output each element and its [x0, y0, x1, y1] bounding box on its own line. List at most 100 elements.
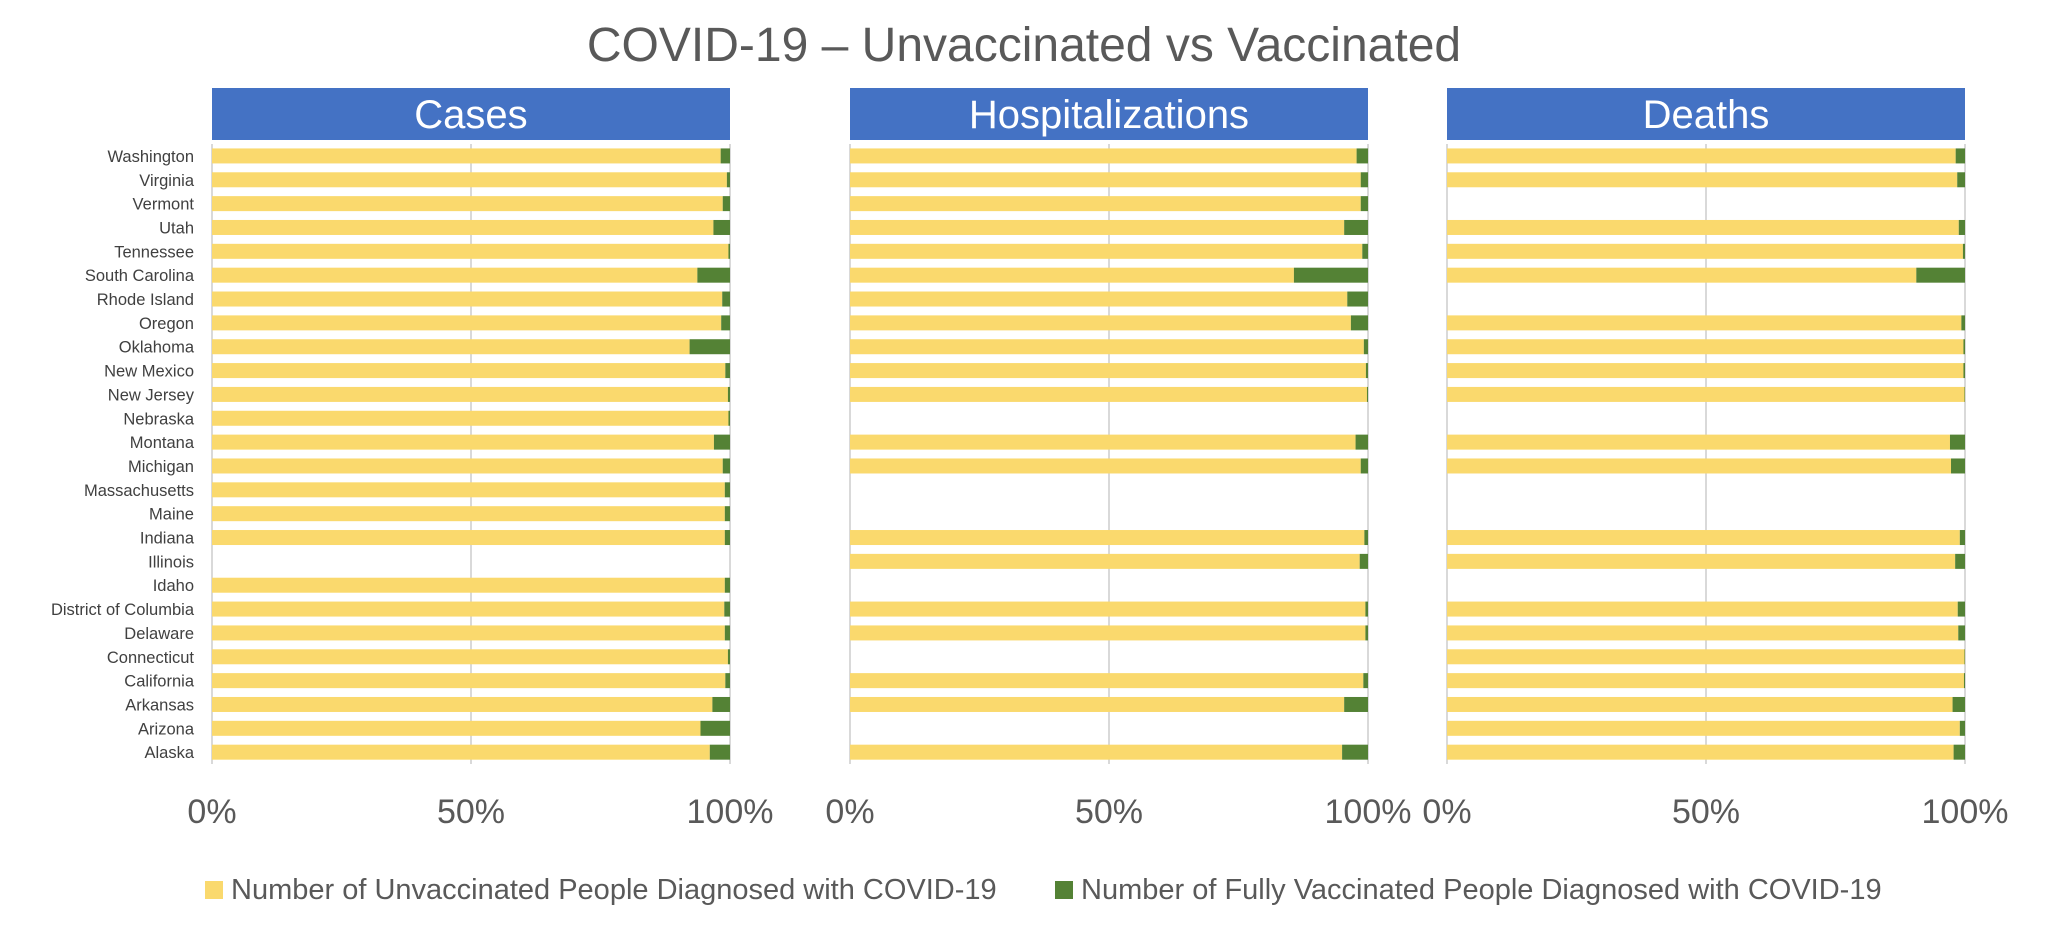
bar-unvaccinated-cases-south-carolina: [212, 267, 698, 283]
category-label-idaho: Idaho: [153, 577, 194, 595]
x-tick-label-hospitalizations-100: 100%: [1325, 793, 1412, 831]
bar-unvaccinated-cases-district-of-columbia: [212, 601, 725, 617]
category-label-michigan: Michigan: [128, 458, 194, 476]
bar-vaccinated-cases-tennessee: [728, 243, 730, 259]
bar-unvaccinated-hospitalizations-rhode-island: [850, 291, 1348, 307]
bar-unvaccinated-cases-alaska: [212, 744, 710, 760]
bar-unvaccinated-deaths-illinois: [1447, 553, 1956, 569]
category-label-new-jersey: New Jersey: [108, 386, 195, 404]
bar-unvaccinated-hospitalizations-tennessee: [850, 243, 1363, 259]
bar-vaccinated-hospitalizations-utah: [1344, 219, 1368, 235]
bar-unvaccinated-cases-oklahoma: [212, 339, 690, 355]
bar-vaccinated-cases-montana: [713, 434, 730, 450]
bar-vaccinated-hospitalizations-tennessee: [1362, 243, 1368, 259]
bar-unvaccinated-deaths-district-of-columbia: [1447, 601, 1958, 617]
bar-vaccinated-deaths-oregon: [1961, 315, 1965, 331]
bar-unvaccinated-hospitalizations-oregon: [850, 315, 1351, 331]
bar-vaccinated-cases-maine: [724, 506, 730, 522]
bar-vaccinated-cases-delaware: [724, 625, 730, 641]
legend-swatch-vaccinated: [1055, 881, 1073, 899]
bar-unvaccinated-hospitalizations-utah: [850, 219, 1345, 235]
category-label-district-of-columbia: District of Columbia: [51, 601, 195, 619]
panel-header-cases: [212, 88, 730, 140]
bar-unvaccinated-hospitalizations-new-mexico: [850, 363, 1366, 379]
bar-unvaccinated-cases-vermont: [212, 196, 723, 212]
bar-unvaccinated-hospitalizations-virginia: [850, 172, 1361, 188]
bar-vaccinated-deaths-california: [1963, 673, 1965, 689]
bar-unvaccinated-hospitalizations-oklahoma: [850, 339, 1364, 355]
bar-vaccinated-deaths-montana: [1949, 434, 1965, 450]
bar-vaccinated-deaths-tennessee: [1962, 243, 1965, 259]
bar-unvaccinated-cases-new-jersey: [212, 386, 728, 402]
bar-unvaccinated-deaths-oklahoma: [1447, 339, 1964, 355]
bar-vaccinated-deaths-virginia: [1957, 172, 1965, 188]
legend: Number of Unvaccinated People Diagnosed …: [0, 870, 2048, 910]
bar-unvaccinated-cases-delaware: [212, 625, 725, 641]
x-tick-label-hospitalizations-50: 50%: [1075, 793, 1143, 831]
bar-vaccinated-cases-alaska: [709, 744, 730, 760]
bar-vaccinated-hospitalizations-alaska: [1342, 744, 1368, 760]
bar-unvaccinated-hospitalizations-washington: [850, 148, 1357, 164]
category-label-alaska: Alaska: [144, 744, 194, 762]
panel-header-deaths: [1447, 88, 1965, 140]
category-label-south-carolina: South Carolina: [85, 267, 195, 285]
bar-vaccinated-cases-new-jersey: [727, 386, 730, 402]
bar-unvaccinated-hospitalizations-arkansas: [850, 696, 1345, 712]
bar-vaccinated-cases-michigan: [722, 458, 730, 474]
bar-unvaccinated-deaths-utah: [1447, 219, 1959, 235]
bar-unvaccinated-cases-oregon: [212, 315, 722, 331]
bar-vaccinated-deaths-district-of-columbia: [1957, 601, 1965, 617]
bar-unvaccinated-cases-utah: [212, 219, 714, 235]
bar-vaccinated-deaths-new-mexico: [1963, 363, 1965, 379]
bar-vaccinated-cases-utah: [713, 219, 730, 235]
category-label-arizona: Arizona: [138, 720, 195, 738]
bar-vaccinated-hospitalizations-michigan: [1360, 458, 1368, 474]
x-tick-label-deaths-0: 0%: [1422, 793, 1471, 831]
bar-unvaccinated-cases-arizona: [212, 720, 701, 736]
bar-vaccinated-cases-california: [725, 673, 730, 689]
bar-unvaccinated-cases-nebraska: [212, 410, 729, 426]
bar-unvaccinated-cases-rhode-island: [212, 291, 723, 307]
bar-vaccinated-cases-district-of-columbia: [724, 601, 730, 617]
bar-unvaccinated-cases-idaho: [212, 577, 725, 593]
bar-unvaccinated-deaths-indiana: [1447, 530, 1960, 546]
bar-unvaccinated-deaths-california: [1447, 673, 1964, 689]
category-label-indiana: Indiana: [140, 530, 195, 548]
bar-vaccinated-cases-virginia: [726, 172, 730, 188]
bar-vaccinated-cases-washington: [720, 148, 730, 164]
bar-unvaccinated-hospitalizations-indiana: [850, 530, 1365, 546]
category-label-illinois: Illinois: [148, 553, 194, 571]
bar-vaccinated-hospitalizations-illinois: [1359, 553, 1368, 569]
bar-vaccinated-hospitalizations-delaware: [1365, 625, 1368, 641]
bar-vaccinated-hospitalizations-new-jersey: [1366, 386, 1368, 402]
bar-unvaccinated-cases-virginia: [212, 172, 727, 188]
bar-unvaccinated-cases-tennessee: [212, 243, 729, 259]
category-label-massachusetts: Massachusetts: [84, 482, 194, 500]
bar-unvaccinated-cases-massachusetts: [212, 482, 725, 498]
bar-unvaccinated-deaths-new-mexico: [1447, 363, 1964, 379]
bar-vaccinated-cases-massachusetts: [724, 482, 730, 498]
bar-unvaccinated-hospitalizations-new-jersey: [850, 386, 1367, 402]
bar-unvaccinated-deaths-connecticut: [1447, 649, 1965, 665]
bar-unvaccinated-deaths-michigan: [1447, 458, 1952, 474]
bar-vaccinated-deaths-delaware: [1958, 625, 1965, 641]
chart-title: COVID-19 – Unvaccinated vs Vaccinated: [586, 19, 1462, 72]
category-label-nebraska: Nebraska: [123, 410, 194, 428]
bar-unvaccinated-hospitalizations-michigan: [850, 458, 1361, 474]
bar-vaccinated-deaths-illinois: [1955, 553, 1965, 569]
bar-vaccinated-deaths-arkansas: [1952, 696, 1965, 712]
bar-vaccinated-cases-nebraska: [728, 410, 730, 426]
bar-vaccinated-deaths-arizona: [1959, 720, 1965, 736]
bar-unvaccinated-deaths-alaska: [1447, 744, 1954, 760]
panel-title-deaths: Deaths: [1643, 93, 1770, 137]
bar-vaccinated-cases-arkansas: [712, 696, 730, 712]
bar-vaccinated-deaths-utah: [1958, 219, 1965, 235]
bar-vaccinated-hospitalizations-california: [1363, 673, 1368, 689]
bar-vaccinated-hospitalizations-oregon: [1350, 315, 1368, 331]
legend-item-unvaccinated: Number of Unvaccinated People Diagnosed …: [205, 870, 997, 910]
bar-unvaccinated-cases-washington: [212, 148, 721, 164]
bar-vaccinated-deaths-south-carolina: [1916, 267, 1965, 283]
bar-unvaccinated-cases-indiana: [212, 530, 725, 546]
